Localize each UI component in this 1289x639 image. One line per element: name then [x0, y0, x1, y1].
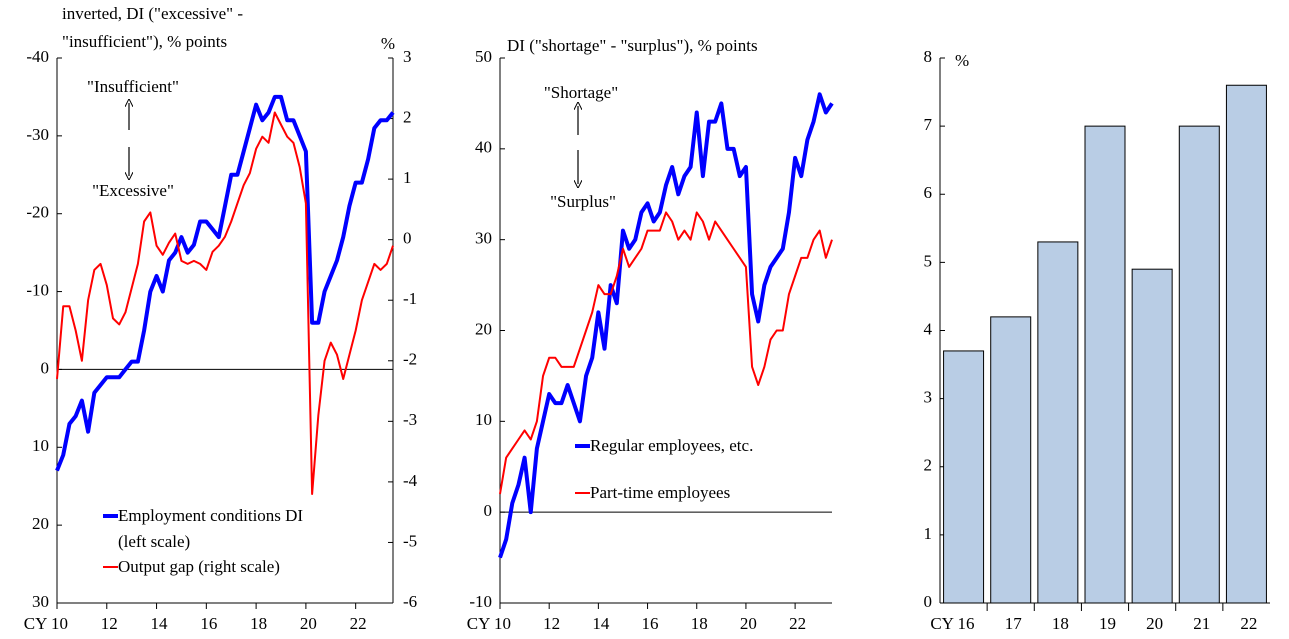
- legend-label: Output gap (right scale): [118, 557, 280, 576]
- annotation: "Insufficient": [87, 77, 179, 96]
- y-axis-label: %: [955, 51, 969, 70]
- legend-label: Employment conditions DI (left scale): [118, 506, 304, 551]
- series-line: [55, 94, 395, 472]
- series-line: [499, 211, 833, 495]
- y2-axis-label: %: [381, 34, 395, 53]
- y-tick-label: 7: [924, 115, 933, 134]
- x-tick-label: 19: [1099, 614, 1116, 633]
- y-tick-label: 30: [475, 229, 492, 248]
- annotation: "Surplus": [550, 192, 616, 211]
- y-tick-label: 3: [924, 388, 933, 407]
- y-tick-label: 20: [475, 319, 492, 338]
- x-tick-label: 18: [1052, 614, 1069, 633]
- x-tick-label: 20: [740, 614, 757, 633]
- bar: [1178, 125, 1220, 604]
- y-tick-label: 10: [32, 436, 49, 455]
- y-tick-label: 6: [924, 183, 933, 202]
- bar: [1131, 268, 1173, 604]
- bar: [1037, 241, 1079, 604]
- y2-tick-label: -2: [403, 350, 417, 369]
- bar: [1225, 84, 1267, 604]
- y-tick-label: 4: [924, 319, 933, 338]
- y2-tick-label: -6: [403, 592, 417, 611]
- bar: [1084, 125, 1126, 604]
- x-tick-label: 18: [250, 614, 267, 633]
- y2-tick-label: 0: [403, 229, 412, 248]
- x-tick-label: 21: [1193, 614, 1210, 633]
- legend-label: Regular employees, etc.: [590, 436, 754, 455]
- series-line: [498, 92, 834, 559]
- bar: [943, 350, 985, 604]
- x-tick-label: 16: [642, 614, 659, 633]
- y-tick-label: 1: [924, 524, 933, 543]
- y-axis-label: DI ("shortage" - "surplus"), % points: [507, 36, 758, 55]
- y-tick-label: 50: [475, 47, 492, 66]
- x-tick-label: 16: [200, 614, 217, 633]
- y-tick-label: 30: [32, 592, 49, 611]
- y2-tick-label: -1: [403, 289, 417, 308]
- y-tick-label: -30: [26, 125, 49, 144]
- arrows: [129, 103, 578, 184]
- y2-tick-label: -5: [403, 531, 417, 550]
- y-tick-label: 0: [924, 592, 933, 611]
- y2-tick-label: -3: [403, 410, 417, 429]
- x-tick-label: 18: [691, 614, 708, 633]
- x-tick-label: 22: [350, 614, 367, 633]
- legend-label: Part-time employees: [590, 483, 731, 502]
- y-tick-label: 8: [924, 47, 933, 66]
- annotation: "Shortage": [544, 83, 618, 102]
- y-tick-label: -10: [26, 280, 49, 299]
- x-tick-label: 22: [789, 614, 806, 633]
- x-tick-label: 20: [300, 614, 317, 633]
- y-axis-label: inverted, DI ("excessive" -: [62, 4, 243, 23]
- y-tick-label: 40: [475, 138, 492, 157]
- y-tick-label: 0: [484, 501, 493, 520]
- y2-tick-label: 3: [403, 47, 412, 66]
- y-tick-label: -40: [26, 47, 49, 66]
- y-tick-label: 20: [32, 514, 49, 533]
- x-tick-label: 14: [151, 614, 169, 633]
- series-line: [56, 111, 394, 495]
- x-tick-label: 22: [1240, 614, 1257, 633]
- y-tick-label: 5: [924, 251, 933, 270]
- bar: [990, 316, 1032, 604]
- y-tick-label: -10: [469, 592, 492, 611]
- y-tick-label: 10: [475, 410, 492, 429]
- x-tick-label: 14: [592, 614, 610, 633]
- x-tick-label: CY 16: [930, 614, 974, 633]
- y-tick-label: 0: [41, 358, 50, 377]
- x-tick-label: 12: [101, 614, 118, 633]
- x-tick-label: 20: [1146, 614, 1163, 633]
- x-tick-label: CY 10: [24, 614, 68, 633]
- y-tick-label: -20: [26, 203, 49, 222]
- annotation: "Excessive": [92, 181, 174, 200]
- x-tick-label: 12: [543, 614, 560, 633]
- y-axis-label: "insufficient"), % points: [62, 32, 227, 51]
- x-tick-label: CY 10: [467, 614, 511, 633]
- x-tick-label: 17: [1005, 614, 1023, 633]
- y2-tick-label: 2: [403, 107, 412, 126]
- y2-tick-label: 1: [403, 168, 412, 187]
- y-tick-label: 2: [924, 456, 933, 475]
- y2-tick-label: -4: [403, 471, 418, 490]
